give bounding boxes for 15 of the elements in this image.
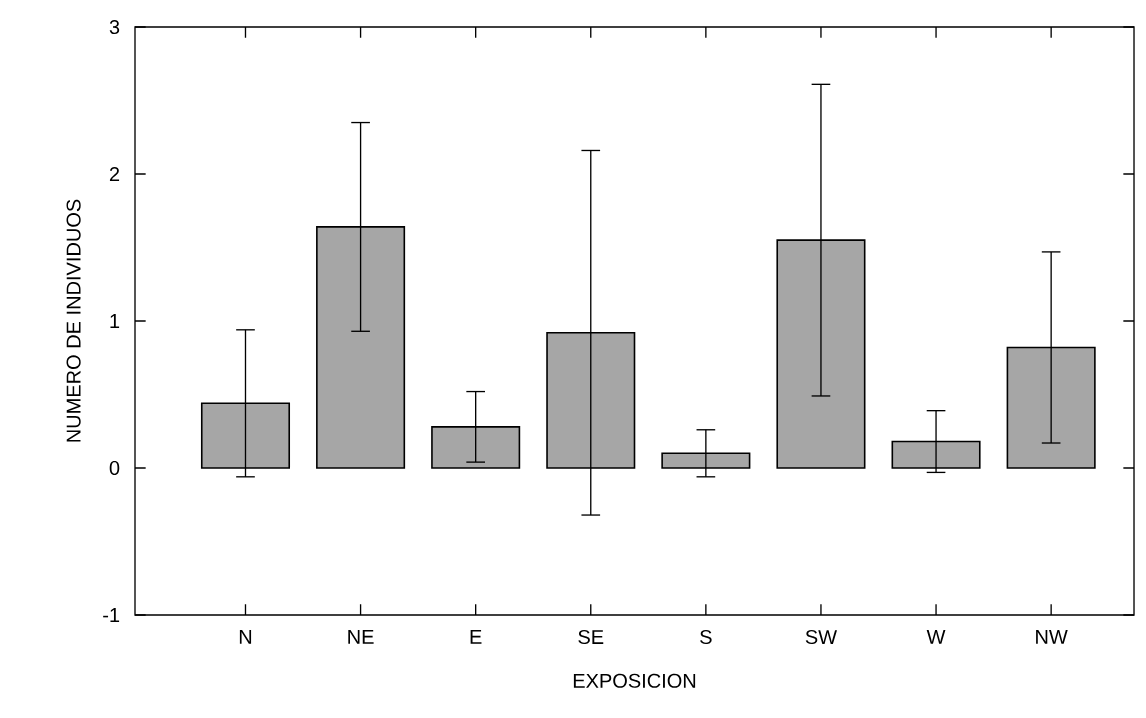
x-tick-label: E	[470, 629, 482, 644]
y-tick-label: 1	[110, 314, 120, 328]
y-tick-label: 2	[109, 167, 120, 181]
y-tick-label: -1	[103, 608, 120, 622]
y-tick-label: 3	[109, 19, 120, 35]
x-tick-label: NW	[1036, 629, 1068, 644]
x-tick-label: W	[926, 629, 946, 644]
x-tick-label: N	[239, 629, 252, 644]
x-tick-label: S	[700, 629, 712, 645]
y-tick-label: 0	[109, 460, 120, 476]
x-tick-label: NE	[348, 629, 374, 644]
x-axis-title: EXPOSICION	[573, 673, 696, 688]
y-axis-title: NUMERO DE INDIVIDUOS	[66, 199, 81, 442]
x-tick-label: SW	[805, 629, 837, 645]
x-tick-label: SE	[578, 629, 604, 645]
